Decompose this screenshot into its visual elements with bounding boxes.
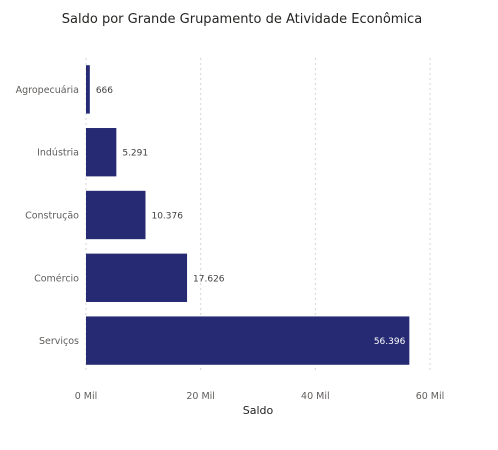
data-label: 10.376 bbox=[151, 212, 183, 222]
bar bbox=[86, 65, 90, 114]
x-tick-label: 20 Mil bbox=[186, 391, 215, 402]
data-label: 56.396 bbox=[374, 337, 406, 347]
bar bbox=[86, 253, 188, 302]
bars bbox=[86, 65, 410, 365]
category-label: Construção bbox=[25, 211, 79, 222]
data-label: 666 bbox=[96, 86, 113, 96]
data-label: 5.291 bbox=[122, 149, 148, 159]
x-axis-ticks: 0 Mil 20 Mil 40 Mil 60 Mil bbox=[75, 391, 445, 402]
category-label: Comércio bbox=[34, 273, 79, 284]
bar bbox=[86, 190, 146, 240]
x-axis-label: Saldo bbox=[243, 404, 274, 417]
bar bbox=[86, 128, 117, 177]
category-label: Agropecuária bbox=[16, 85, 79, 96]
x-tick-label: 40 Mil bbox=[301, 391, 330, 402]
chart-title: Saldo por Grande Grupamento de Atividade… bbox=[62, 12, 422, 27]
category-label: Serviços bbox=[39, 336, 79, 347]
data-label: 17.626 bbox=[193, 274, 225, 284]
bar bbox=[86, 316, 410, 365]
x-tick-label: 60 Mil bbox=[416, 391, 445, 402]
category-labels: Agropecuária 666 Indústria 5.291 Construção 1… bbox=[16, 85, 406, 347]
x-tick-label: 0 Mil bbox=[75, 391, 98, 402]
category-label: Indústria bbox=[37, 148, 79, 159]
